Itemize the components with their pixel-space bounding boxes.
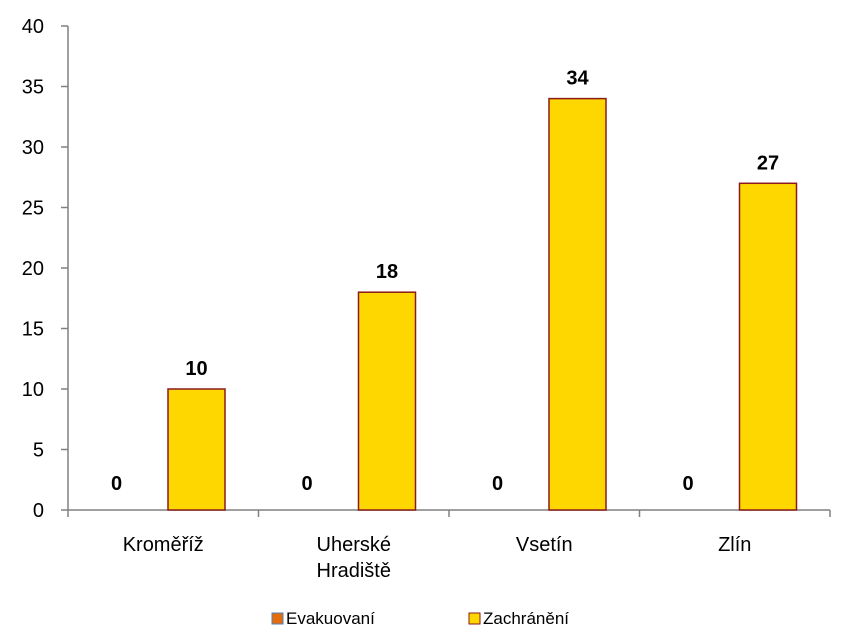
data-label-evakuovani: 0 [682, 473, 693, 495]
y-tick-label: 20 [22, 258, 44, 280]
data-label-evakuovani: 0 [492, 473, 503, 495]
x-category-label: Kroměříž [123, 534, 204, 556]
y-tick-label: 25 [22, 198, 44, 220]
x-category-label: Uherské Hradiště [317, 534, 391, 582]
data-label-evakuovani: 0 [111, 473, 122, 495]
data-label-zachraneni: 27 [757, 152, 779, 174]
legend-evakuovani-label: Evakuovaní [286, 609, 375, 628]
bar-zachraneni [548, 97, 607, 511]
x-category-label: Vsetín [516, 534, 573, 556]
x-category-label: Zlín [718, 534, 751, 556]
bar-zachraneni [357, 291, 417, 511]
y-tick-label: 10 [22, 379, 44, 401]
data-label-zachraneni: 34 [566, 68, 589, 90]
y-tick-label: 5 [33, 440, 44, 462]
legend-evakuovani-swatch [271, 612, 284, 625]
legend-zachraneni-swatch [468, 612, 481, 625]
data-label-zachraneni: 10 [185, 358, 207, 380]
y-tick-label: 15 [22, 319, 44, 341]
legend-zachraneni-label: Zachránění [483, 609, 569, 628]
data-label-evakuovani: 0 [301, 473, 312, 495]
y-tick-label: 0 [33, 500, 44, 522]
bar-zachraneni [738, 182, 798, 511]
data-label-zachraneni: 18 [376, 261, 398, 283]
bar-zachraneni [167, 388, 226, 511]
y-tick-label: 40 [22, 16, 44, 38]
y-tick-label: 35 [22, 77, 44, 99]
y-tick-label: 30 [22, 137, 44, 159]
